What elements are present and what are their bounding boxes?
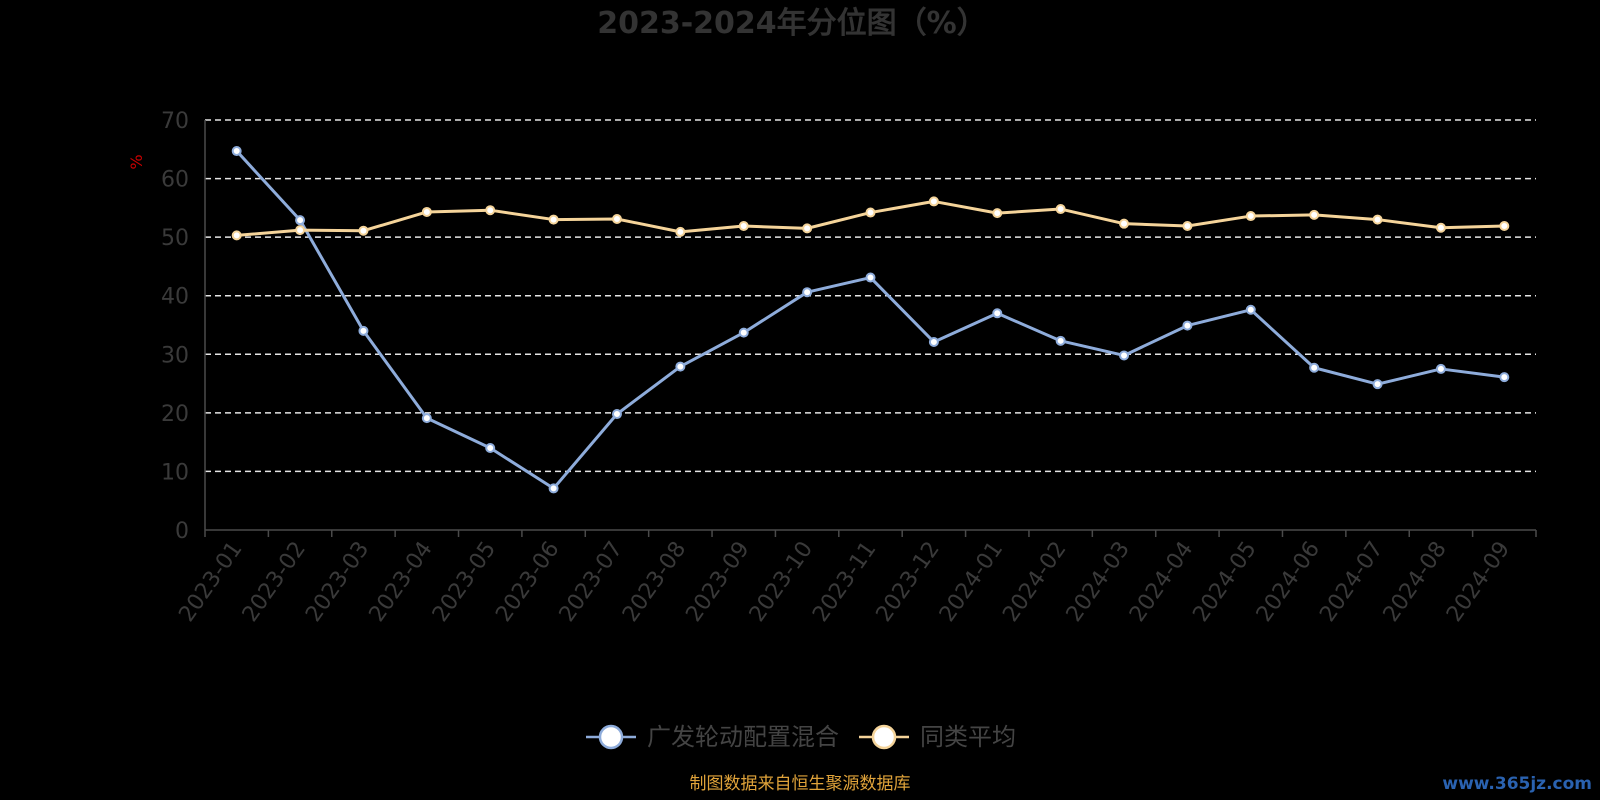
x-tick-label: 2024-04	[1125, 537, 1198, 627]
legend-item-0[interactable]: 广发轮动配置混合	[586, 723, 839, 751]
x-tick-label: 2024-08	[1379, 537, 1452, 627]
data-point[interactable]	[992, 308, 1003, 319]
data-point[interactable]	[231, 230, 242, 241]
x-tick-label: 2023-04	[365, 537, 438, 627]
x-tick-label: 2024-03	[1062, 537, 1135, 627]
data-point[interactable]	[928, 336, 939, 347]
data-point[interactable]	[802, 287, 813, 298]
data-point[interactable]	[1182, 320, 1193, 331]
legend-label: 同类平均	[920, 723, 1016, 751]
y-tick-label: 0	[175, 519, 189, 544]
x-tick-label: 2024-02	[998, 537, 1071, 627]
x-tick-label: 2023-03	[301, 537, 374, 627]
x-tick-label: 2024-06	[1252, 537, 1325, 627]
legend-marker	[598, 724, 624, 750]
x-tick-label: 2023-01	[174, 537, 247, 627]
x-tick-label: 2024-05	[1188, 537, 1261, 627]
x-tick-label: 2023-10	[745, 537, 818, 627]
data-point[interactable]	[1182, 221, 1193, 232]
series-line-0	[235, 150, 1505, 490]
data-point[interactable]	[928, 196, 939, 207]
data-point[interactable]	[675, 226, 686, 237]
data-point[interactable]	[358, 225, 369, 236]
data-point[interactable]	[1372, 379, 1383, 390]
data-point[interactable]	[1499, 221, 1510, 232]
x-tick-label: 2023-07	[555, 537, 628, 627]
data-point[interactable]	[1435, 363, 1446, 374]
data-point[interactable]	[485, 205, 496, 216]
data-point[interactable]	[1245, 211, 1256, 222]
data-point[interactable]	[295, 225, 306, 236]
y-tick-label: 10	[161, 460, 189, 485]
x-tick-label: 2024-01	[935, 537, 1008, 627]
data-point[interactable]	[865, 272, 876, 283]
data-point[interactable]	[1055, 335, 1066, 346]
y-tick-labels: 0 10 20 30 40 50 60 70	[161, 109, 189, 544]
y-tick-label: 70	[161, 109, 189, 134]
data-point[interactable]	[1309, 362, 1320, 373]
data-point[interactable]	[1245, 304, 1256, 315]
x-tick-label: 2024-09	[1442, 537, 1515, 627]
data-point[interactable]	[611, 409, 622, 420]
legend-marker	[871, 724, 897, 750]
gridlines	[205, 119, 1536, 473]
data-point[interactable]	[992, 208, 1003, 219]
data-point[interactable]	[485, 443, 496, 453]
y-tick-label: 50	[161, 226, 189, 251]
data-point[interactable]	[1435, 222, 1446, 233]
y-tick-label: 20	[161, 402, 189, 427]
y-tick-label: 60	[161, 168, 189, 193]
x-tick-label: 2023-09	[681, 537, 754, 627]
x-tick-label: 2023-02	[238, 537, 311, 627]
y-tick-label: 40	[161, 285, 189, 310]
data-point[interactable]	[1499, 372, 1510, 383]
x-tick-label: 2023-08	[618, 537, 691, 627]
legend[interactable]: 广发轮动配置混合 同类平均	[586, 723, 1016, 751]
data-point[interactable]	[1119, 350, 1130, 361]
data-point[interactable]	[611, 213, 622, 224]
data-point[interactable]	[802, 223, 813, 234]
data-point[interactable]	[1119, 218, 1130, 229]
data-point[interactable]	[1372, 214, 1383, 225]
data-point[interactable]	[1055, 204, 1066, 215]
data-point[interactable]	[295, 215, 306, 226]
data-point[interactable]	[421, 413, 432, 424]
data-point[interactable]	[675, 361, 686, 372]
data-point[interactable]	[738, 221, 749, 232]
axes	[204, 120, 1537, 537]
data-point[interactable]	[1309, 209, 1320, 220]
x-tick-label: 2023-05	[428, 537, 501, 627]
data-point[interactable]	[548, 214, 559, 225]
legend-label: 广发轮动配置混合	[647, 723, 839, 751]
data-point[interactable]	[421, 206, 432, 217]
data-point[interactable]	[548, 483, 559, 494]
watermark: www.365jz.com	[1442, 774, 1592, 794]
data-point[interactable]	[738, 327, 749, 338]
series-layer	[231, 146, 1510, 494]
data-source-note: 制图数据来自恒生聚源数据库	[690, 774, 911, 794]
legend-item-1[interactable]: 同类平均	[859, 723, 1016, 751]
data-point[interactable]	[231, 146, 242, 157]
x-tick-label: 2023-06	[491, 537, 564, 627]
y-tick-label: 30	[161, 343, 189, 368]
x-tick-label: 2023-11	[808, 537, 881, 627]
x-tick-label: 2023-12	[872, 537, 945, 627]
chart-title: 2023-2024年分位图（%）	[597, 6, 987, 41]
data-point[interactable]	[865, 207, 876, 218]
y-axis-unit: %	[127, 154, 146, 169]
data-point[interactable]	[358, 325, 369, 336]
x-tick-labels: 2023-012023-022023-032023-042023-052023-…	[174, 537, 1515, 627]
x-tick-label: 2024-07	[1315, 537, 1388, 627]
